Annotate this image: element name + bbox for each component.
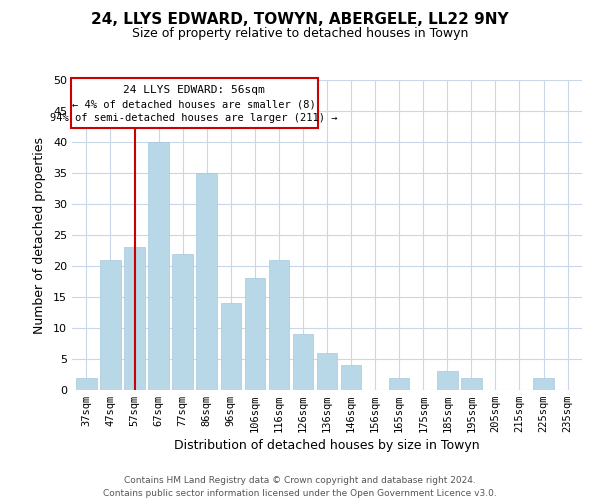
Bar bbox=[533, 378, 554, 390]
X-axis label: Distribution of detached houses by size in Towyn: Distribution of detached houses by size … bbox=[174, 440, 480, 452]
Bar bbox=[172, 254, 193, 390]
Text: 24, LLYS EDWARD, TOWYN, ABERGELE, LL22 9NY: 24, LLYS EDWARD, TOWYN, ABERGELE, LL22 9… bbox=[91, 12, 509, 28]
Bar bbox=[269, 260, 289, 390]
Bar bbox=[100, 260, 121, 390]
Text: Size of property relative to detached houses in Towyn: Size of property relative to detached ho… bbox=[132, 28, 468, 40]
Bar bbox=[341, 365, 361, 390]
Bar bbox=[148, 142, 169, 390]
Bar bbox=[317, 353, 337, 390]
Y-axis label: Number of detached properties: Number of detached properties bbox=[33, 136, 46, 334]
Bar bbox=[437, 372, 458, 390]
Text: 94% of semi-detached houses are larger (211) →: 94% of semi-detached houses are larger (… bbox=[50, 113, 338, 123]
Bar bbox=[124, 248, 145, 390]
Bar bbox=[245, 278, 265, 390]
Bar bbox=[461, 378, 482, 390]
Text: 24 LLYS EDWARD: 56sqm: 24 LLYS EDWARD: 56sqm bbox=[123, 85, 265, 95]
Text: Contains public sector information licensed under the Open Government Licence v3: Contains public sector information licen… bbox=[103, 489, 497, 498]
Text: Contains HM Land Registry data © Crown copyright and database right 2024.: Contains HM Land Registry data © Crown c… bbox=[124, 476, 476, 485]
Text: ← 4% of detached houses are smaller (8): ← 4% of detached houses are smaller (8) bbox=[72, 99, 316, 109]
Bar bbox=[196, 173, 217, 390]
Bar bbox=[76, 378, 97, 390]
Bar bbox=[293, 334, 313, 390]
Bar bbox=[389, 378, 409, 390]
FancyBboxPatch shape bbox=[71, 78, 317, 128]
Bar bbox=[221, 303, 241, 390]
